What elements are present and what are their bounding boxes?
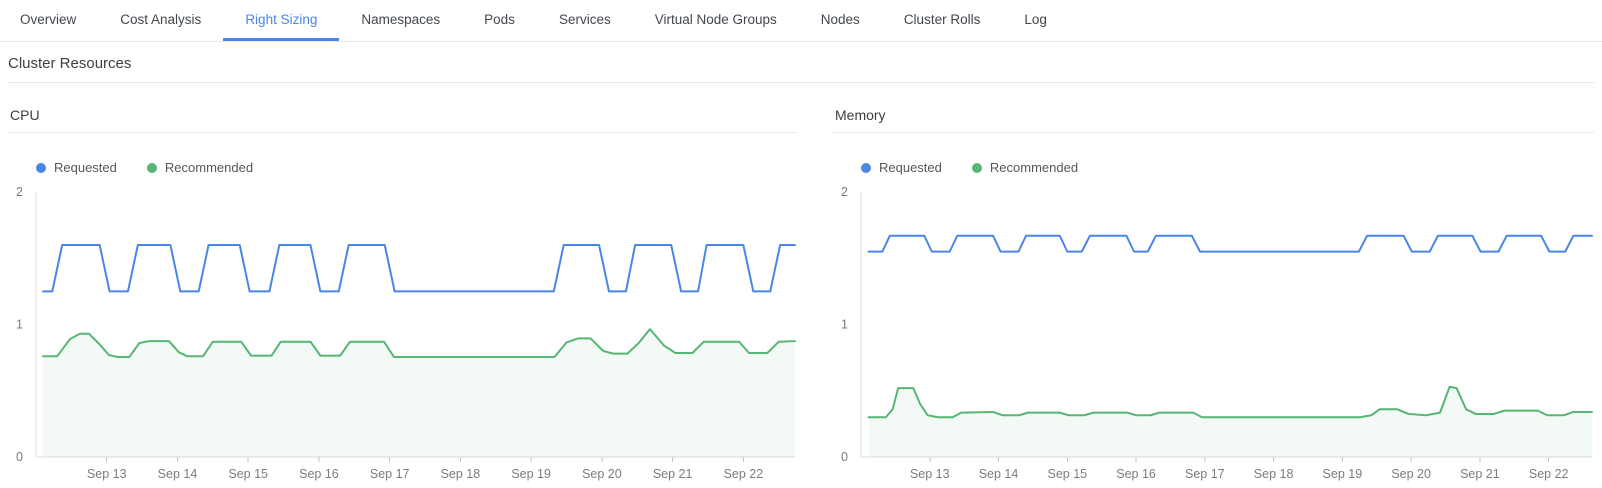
recommended-line xyxy=(867,385,1593,419)
x-tick-label: Sep 16 xyxy=(299,467,339,481)
x-tick-label: Sep 21 xyxy=(653,467,693,481)
y-tick-label: 0 xyxy=(16,450,23,464)
cpu-chart-legend: Requested Recommended xyxy=(36,160,797,175)
tab-cluster-rolls[interactable]: Cluster Rolls xyxy=(903,11,981,27)
x-tick-label: Sep 20 xyxy=(1391,467,1431,481)
x-tick-label: Sep 20 xyxy=(582,467,622,481)
charts-row: CPU Requested Recommended 0 1 2 Sep 13 Sep 1… xyxy=(8,107,1594,487)
tab-overview[interactable]: Overview xyxy=(20,11,77,27)
x-tick-label: Sep 22 xyxy=(724,467,764,481)
cpu-chart-title: CPU xyxy=(8,107,797,133)
x-tick-label: Sep 15 xyxy=(228,467,268,481)
requested-legend-label: Requested xyxy=(879,160,942,175)
recommended-area-fill xyxy=(43,329,796,457)
y-tick-label: 0 xyxy=(841,450,848,464)
y-tick-label: 1 xyxy=(16,318,23,332)
tab-namespaces[interactable]: Namespaces xyxy=(361,11,441,27)
tab-cost-analysis[interactable]: Cost Analysis xyxy=(120,11,202,27)
x-tick-label: Sep 16 xyxy=(1116,467,1156,481)
cpu-chart-canvas: 0 1 2 Sep 13 Sep 14 Sep 15 Sep 16 Sep 17 Sep 18 S… xyxy=(16,185,796,481)
tab-bar: Overview Cost Analysis Right Sizing Name… xyxy=(0,0,1602,42)
recommended-legend-dot xyxy=(971,162,982,173)
y-tick-label: 1 xyxy=(841,318,848,332)
recommended-area-fill xyxy=(868,386,1592,457)
memory-chart-card: Memory Requested Recommended 0 1 2 Sep 13 Se… xyxy=(833,107,1594,487)
x-tick-label: Sep 21 xyxy=(1460,467,1500,481)
x-tick-label: Sep 13 xyxy=(87,467,127,481)
tab-pods[interactable]: Pods xyxy=(484,11,515,27)
y-tick-label: 2 xyxy=(841,185,848,199)
requested-line xyxy=(42,244,796,293)
memory-chart-title: Memory xyxy=(833,107,1594,133)
recommended-line xyxy=(42,328,796,358)
tab-services[interactable]: Services xyxy=(558,11,611,27)
legend-item-requested[interactable]: Requested xyxy=(861,160,942,175)
recommended-legend-dot xyxy=(146,162,157,173)
x-tick-label: Sep 19 xyxy=(1323,467,1363,481)
x-tick-label: Sep 22 xyxy=(1529,467,1569,481)
x-tick-label: Sep 18 xyxy=(1254,467,1294,481)
x-tick-label: Sep 14 xyxy=(158,467,198,481)
x-tick-label: Sep 13 xyxy=(910,467,950,481)
legend-item-recommended[interactable]: Recommended xyxy=(971,160,1079,175)
legend-item-recommended[interactable]: Recommended xyxy=(146,160,254,175)
y-tick-label: 2 xyxy=(16,185,23,199)
memory-chart-canvas: 0 1 2 Sep 13 Sep 14 Sep 15 Sep 16 Sep 17 Sep 18 S… xyxy=(841,185,1593,481)
x-tick-label: Sep 17 xyxy=(370,467,410,481)
tab-right-sizing[interactable]: Right Sizing xyxy=(223,0,340,41)
requested-line xyxy=(867,234,1593,253)
tab-nodes[interactable]: Nodes xyxy=(820,11,860,27)
tab-virtual-node-groups[interactable]: Virtual Node Groups xyxy=(654,11,777,27)
section-title-cluster-resources: Cluster Resources xyxy=(8,42,1594,83)
x-tick-label: Sep 14 xyxy=(979,467,1019,481)
recommended-legend-label: Recommended xyxy=(989,160,1079,175)
x-tick-label: Sep 18 xyxy=(441,467,481,481)
memory-chart-legend: Requested Recommended xyxy=(861,160,1594,175)
recommended-legend-label: Recommended xyxy=(164,160,254,175)
requested-legend-dot xyxy=(36,162,46,173)
requested-legend-dot xyxy=(861,162,871,173)
cpu-chart-card: CPU Requested Recommended 0 1 2 Sep 13 Sep 1… xyxy=(8,107,797,487)
x-tick-label: Sep 17 xyxy=(1185,467,1225,481)
requested-legend-label: Requested xyxy=(54,160,117,175)
x-tick-label: Sep 15 xyxy=(1047,467,1087,481)
tab-log[interactable]: Log xyxy=(1024,11,1047,27)
legend-item-requested[interactable]: Requested xyxy=(36,160,117,175)
x-tick-label: Sep 19 xyxy=(511,467,551,481)
